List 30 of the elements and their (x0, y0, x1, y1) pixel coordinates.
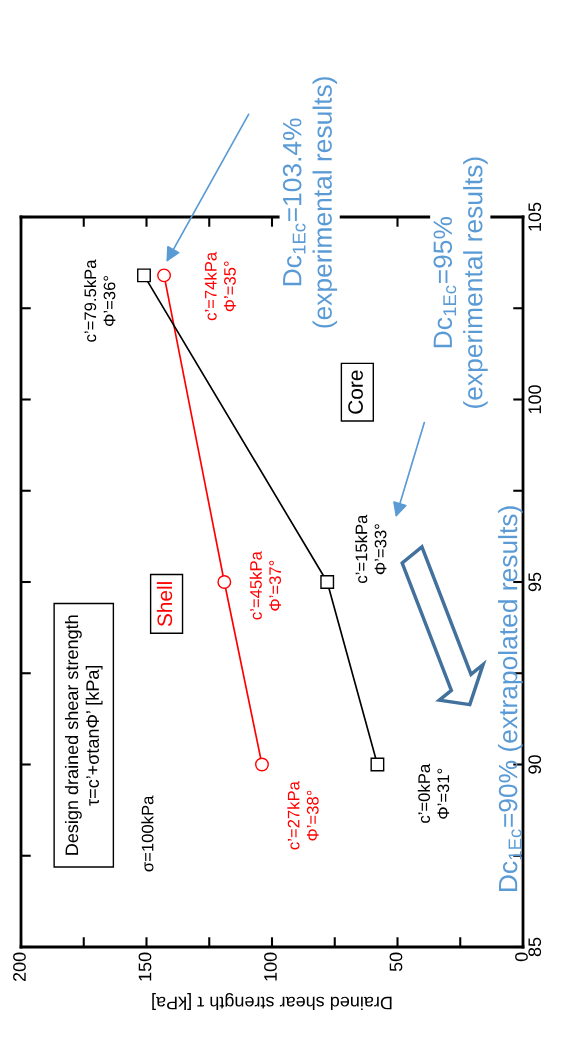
point (255, 757, 269, 772)
annotation: σ=100kPa (141, 795, 154, 872)
annotation: c’=74kPa Φ’=35° (204, 251, 236, 321)
annotation: Dc$_{1Ec}$=90% (extrapolated results) (498, 506, 523, 891)
annotation: Design drained shear strength τ=c’+σtanΦ’ [kPa] (64, 615, 103, 855)
x-tick-label: 150 (138, 952, 152, 981)
annotation: Dc$_{1Ec}$=103.4% (experimental results) (282, 77, 338, 328)
annotation: c’=27kPa Φ’=38° (287, 781, 319, 850)
x-tick-label: 50 (389, 952, 403, 972)
y-tick-label: 105 (528, 202, 542, 231)
x-tick-label: 0 (515, 952, 528, 962)
annotation: Dc$_{1Ec}$=95% (experimental results) (433, 157, 488, 408)
point (370, 757, 385, 772)
y-tick-label: 95 (528, 572, 542, 592)
point (137, 268, 151, 283)
y-tick-label: 100 (528, 385, 542, 414)
x-axis-title: Drained shear strength τ [kPa] (152, 993, 392, 1010)
x-tick-label: 200 (13, 952, 26, 982)
point (157, 268, 172, 283)
text: Core (348, 370, 363, 414)
annotation: c’=79.5kPa Φ’=36° (83, 259, 116, 342)
annotation: c’=0kPa Φ’=31° (417, 763, 450, 823)
point (320, 575, 335, 589)
y-tick-label: 90 (528, 755, 542, 774)
y-tick-label: 85 (528, 937, 542, 957)
point (217, 575, 232, 589)
x-tick-label: 100 (264, 952, 277, 981)
annotation: c’=45kPa Φ’=37° (249, 551, 282, 620)
annotation: c’=15kPa Φ’=33° (355, 514, 387, 583)
text: Shell (156, 582, 173, 627)
